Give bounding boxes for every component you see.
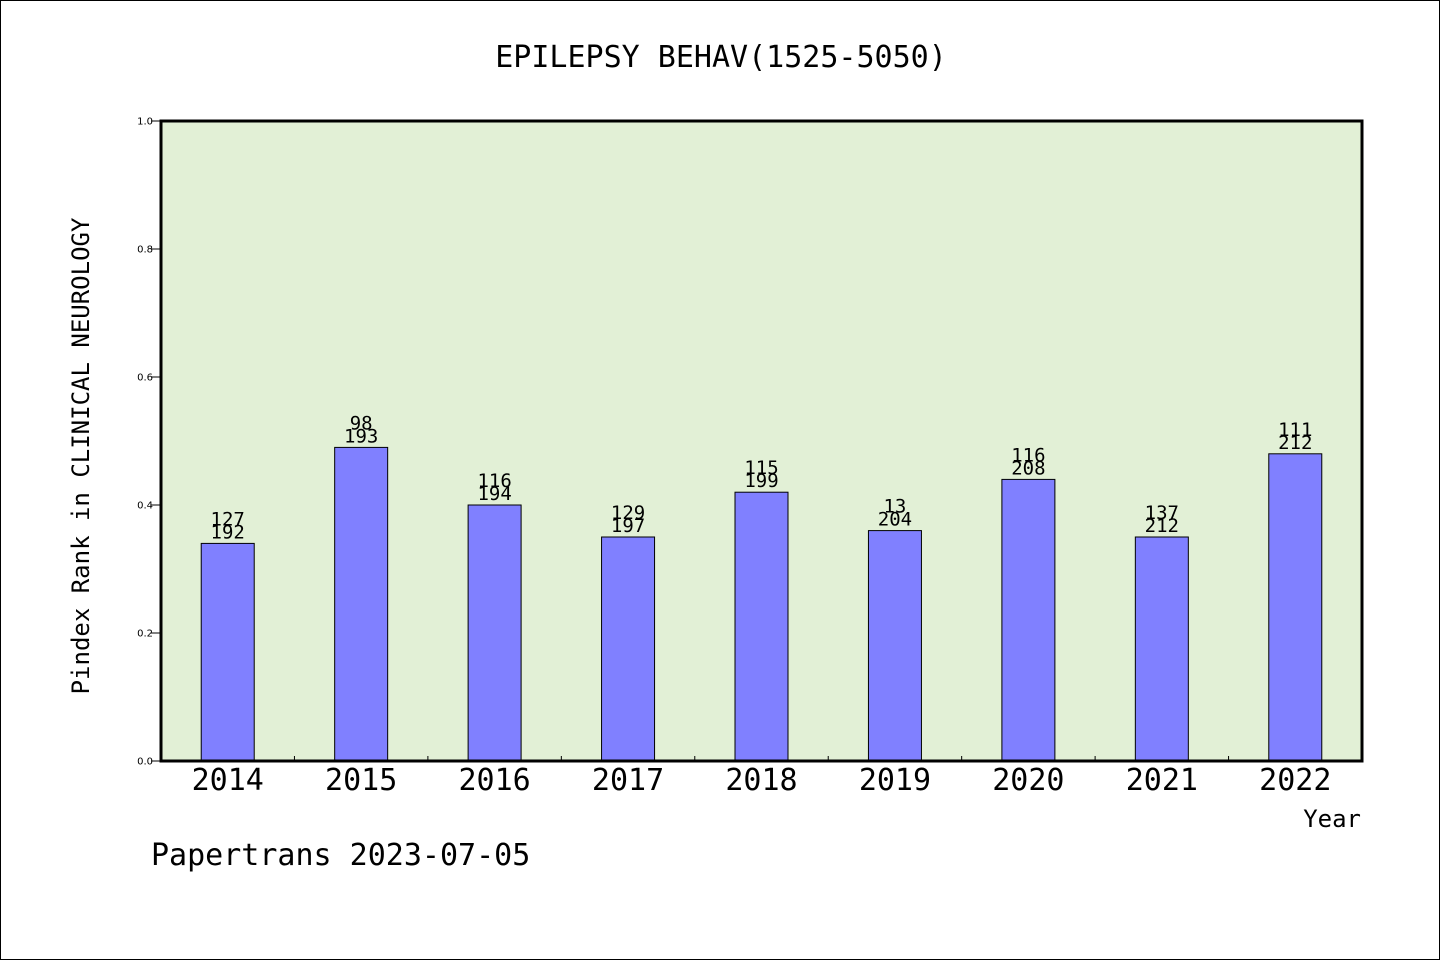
bar-labels-group: 1271929819311619412919711519913204116208…	[211, 412, 1313, 543]
y-tick-label: 0.4	[137, 501, 153, 512]
x-tick-label: 2016	[458, 763, 530, 798]
bar-label-top: 129	[611, 502, 645, 524]
bar-label-bottom: 204	[878, 509, 912, 531]
bar-2015	[334, 446, 389, 762]
x-tick-label: 2014	[192, 763, 264, 798]
x-tick-label: 2019	[859, 763, 931, 798]
bar-label-bottom: 208	[1011, 457, 1045, 479]
bar-label-top: 127	[211, 508, 245, 530]
bar-2020	[1001, 478, 1056, 762]
bar-label-bottom: 212	[1145, 515, 1179, 537]
bar-label-bottom: 199	[744, 470, 778, 492]
y-tick-label: 0.8	[137, 245, 153, 256]
bar-label-bottom: 192	[211, 521, 245, 543]
x-tick-label: 2021	[1126, 763, 1198, 798]
bar-label-top: 98	[350, 412, 373, 434]
x-axis-ticks: 2014 2015 2016 2017 2018 2019 2020 2021 2022	[192, 756, 1331, 798]
x-tick-label: 2018	[725, 763, 797, 798]
bar-2022	[1268, 453, 1323, 762]
x-tick-label: 2020	[992, 763, 1064, 798]
bar-2021	[1134, 536, 1189, 762]
y-tick-label: 1.0	[137, 117, 153, 128]
y-axis-label: Pindex Rank in CLINICAL NEUROLOGY	[67, 217, 95, 694]
bar-2018	[734, 491, 789, 762]
bar-label-top: 137	[1145, 502, 1179, 524]
bar-label-bottom: 193	[344, 425, 378, 447]
y-axis-ticks: 0.0 0.2 0.4 0.6 0.8 1.0	[137, 117, 161, 768]
bar-2019	[867, 530, 922, 762]
bar-label-top: 116	[1011, 444, 1045, 466]
bar-2017	[601, 536, 656, 762]
y-tick-label: 0.0	[137, 757, 153, 768]
chart-title: EPILEPSY BEHAV(1525-5050)	[495, 40, 947, 75]
y-tick-label: 0.2	[137, 629, 153, 640]
x-tick-label: 2022	[1259, 763, 1331, 798]
bar-label-bottom: 212	[1278, 432, 1312, 454]
footer-text: Papertrans 2023-07-05	[151, 838, 530, 873]
x-tick-label: 2015	[325, 763, 397, 798]
bar-2016	[467, 504, 522, 762]
plot-border	[159, 119, 1364, 763]
x-axis-label: Year	[1303, 805, 1361, 833]
bar-2014	[200, 542, 255, 762]
x-tick-label: 2017	[592, 763, 664, 798]
bar-label-top: 111	[1278, 419, 1312, 441]
bars-group	[200, 446, 1323, 762]
y-tick-label: 0.6	[137, 373, 153, 384]
bar-label-top: 116	[477, 470, 511, 492]
bar-label-top: 13	[883, 496, 906, 518]
bar-label-top: 115	[744, 457, 778, 479]
bar-label-bottom: 197	[611, 515, 645, 537]
bar-label-bottom: 194	[477, 483, 511, 505]
